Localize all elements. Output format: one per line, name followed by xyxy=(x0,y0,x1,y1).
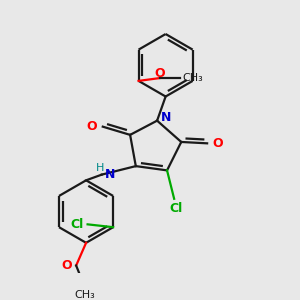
Text: O: O xyxy=(212,137,223,150)
Text: H: H xyxy=(96,163,104,172)
Text: O: O xyxy=(61,259,72,272)
Text: N: N xyxy=(161,111,172,124)
Text: Cl: Cl xyxy=(169,202,182,214)
Text: Cl: Cl xyxy=(70,218,83,231)
Text: CH₃: CH₃ xyxy=(183,73,203,83)
Text: O: O xyxy=(154,67,165,80)
Text: CH₃: CH₃ xyxy=(74,290,95,300)
Text: N: N xyxy=(105,168,116,181)
Text: O: O xyxy=(87,120,98,133)
